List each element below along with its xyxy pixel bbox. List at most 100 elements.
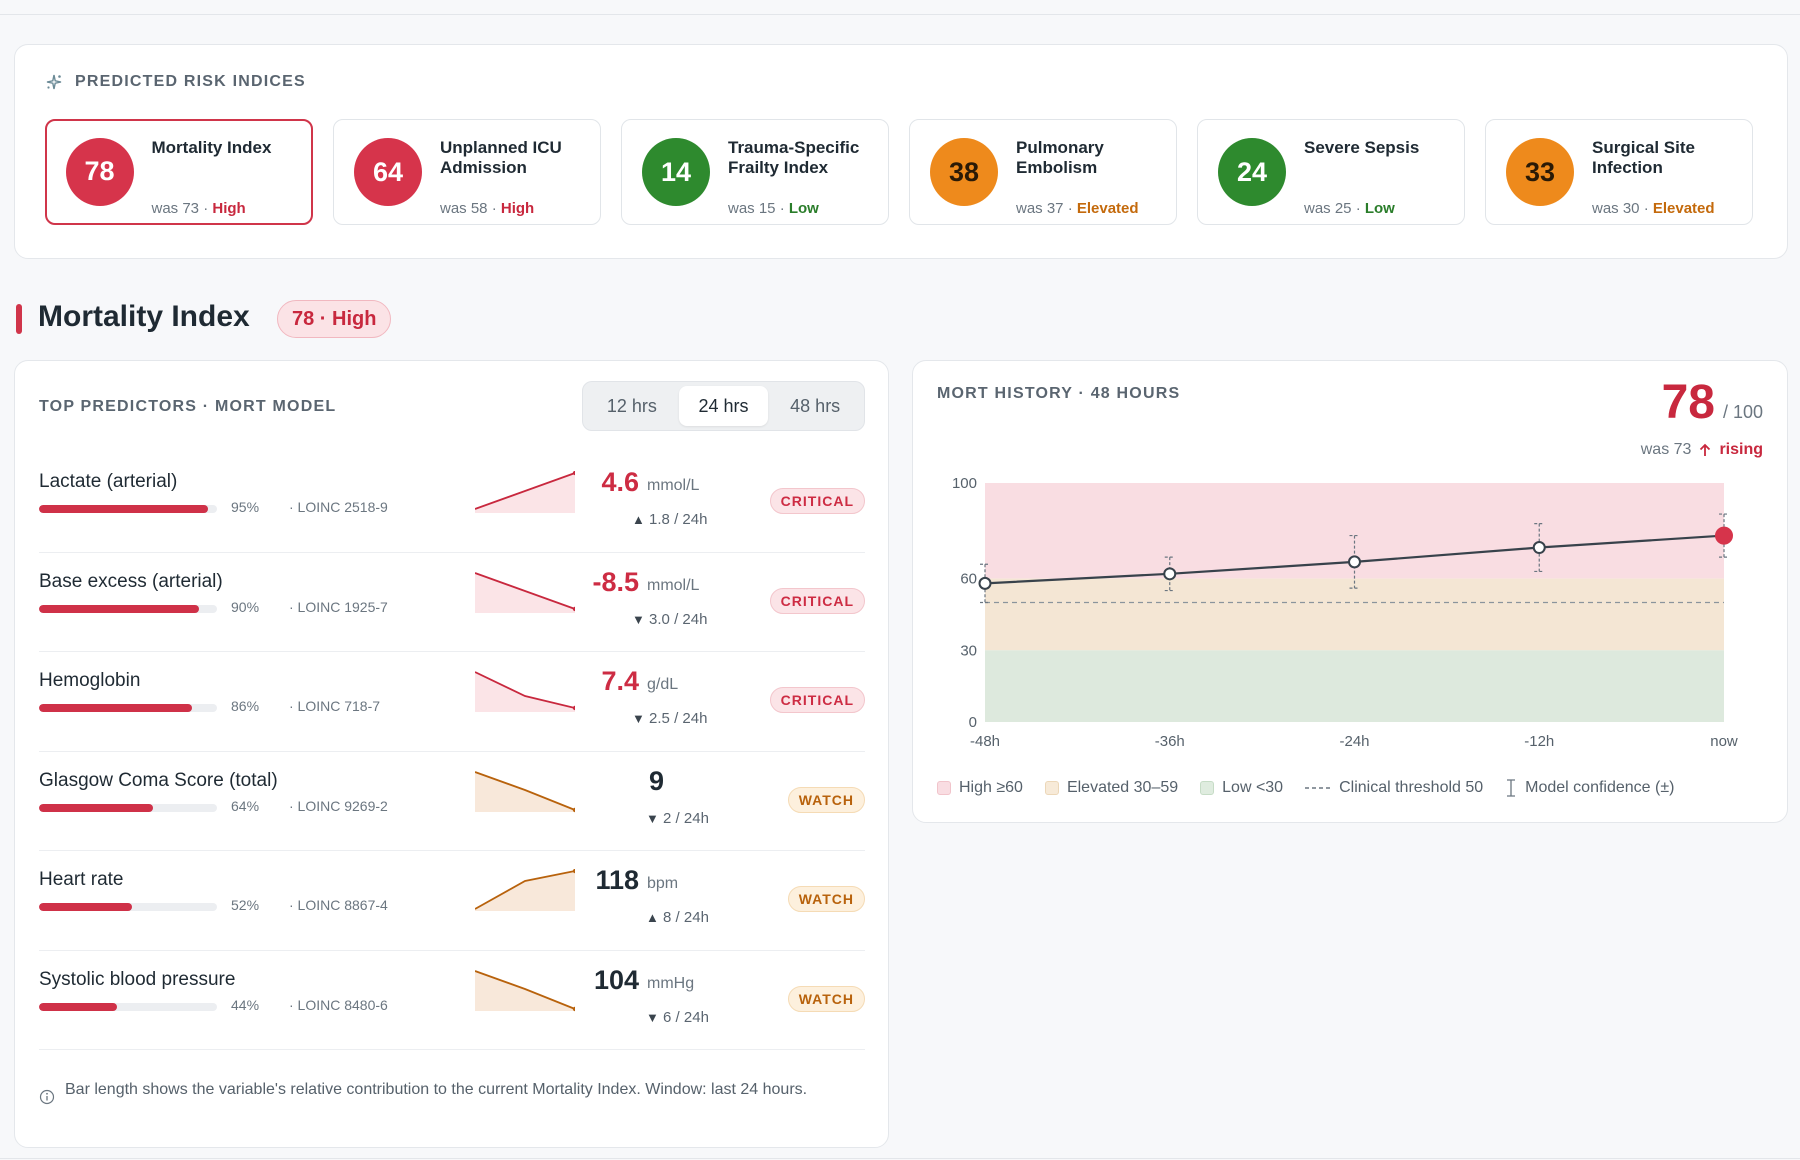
- delta-direction-icon: ▼: [646, 1009, 659, 1025]
- predictor-value: 4.6: [601, 467, 639, 497]
- legend-low-label: Low <30: [1222, 779, 1284, 796]
- legend-high-swatch: [937, 781, 951, 795]
- sparkline-area: [475, 473, 575, 513]
- sparkline-end-point: [572, 807, 575, 812]
- status-badge: WATCH: [787, 886, 865, 912]
- predictor-row[interactable]: Base excess (arterial) 90% · LOINC 1925-7 -…: [39, 553, 865, 652]
- predictor-value-line: 118 bpm: [574, 865, 764, 899]
- predictor-name: Glasgow Coma Score (total): [39, 769, 278, 791]
- risk-card-was: was 37 ·: [1016, 200, 1077, 217]
- risk-card-level: Elevated: [1076, 200, 1139, 217]
- contribution-percent: 44%: [231, 996, 260, 1013]
- contribution-bar-fill: [39, 505, 209, 513]
- trend-sparkline: [475, 471, 575, 513]
- predictor-name: Lactate (arterial): [39, 471, 178, 492]
- delta-direction-icon: ▲: [646, 910, 659, 925]
- predictor-row[interactable]: Lactate (arterial) 95% · LOINC 2518-9 4.6 mm…: [39, 453, 865, 553]
- risk-card-previous: was 73 · High: [152, 200, 246, 217]
- risk-card-was: was 30 ·: [1592, 200, 1653, 217]
- predictor-delta: ▲ 8 / 24h: [646, 909, 709, 926]
- risk-card-name: Severe Sepsis: [1304, 138, 1420, 157]
- status-badge: WATCH: [787, 985, 865, 1012]
- mort-history-panel: 0 30 60 100 -48h -36h -24h -12h now MORT HISTORY…: [912, 360, 1788, 823]
- risk-score-circle: 24: [1218, 138, 1286, 206]
- contribution-bar: [39, 704, 217, 712]
- tab-48-hrs[interactable]: 48 hrs: [790, 395, 841, 416]
- predictor-value: 118: [595, 865, 639, 895]
- contribution-bar: [39, 803, 217, 812]
- risk-indices-header: PREDICTED RISK INDICES: [45, 73, 306, 91]
- status-badge: CRITICAL: [769, 687, 865, 713]
- sparkline-line: [475, 472, 575, 510]
- risk-band: [985, 650, 1724, 722]
- risk-card-previous: was 58 · High: [440, 200, 534, 217]
- risk-card[interactable]: 24 Severe Sepsis was 25 · Low: [1197, 119, 1465, 225]
- trend-sparkline: [475, 969, 575, 1011]
- predictor-row[interactable]: Glasgow Coma Score (total) 64% · LOINC 926…: [39, 752, 865, 851]
- risk-card-name: Unplanned ICU Admission: [440, 138, 562, 177]
- bottom-divider: [0, 1158, 1800, 1159]
- risk-card-text: Surgical Site Infection was 30 · Elevated: [1592, 138, 1752, 217]
- trend-sparkline: [475, 770, 575, 812]
- top-predictors-panel: TOP PREDICTORS · MORT MODEL 12 hrs 24 hr…: [14, 360, 889, 1148]
- sparkline-line: [475, 969, 575, 1010]
- delta-direction-icon: ▼: [632, 611, 645, 627]
- delta-text: 2.5 / 24h: [649, 710, 708, 727]
- predictor-delta: ▲ 1.8 / 24h: [632, 511, 707, 528]
- loinc-code: · LOINC 9269-2: [289, 797, 388, 814]
- risk-card-previous: was 30 · Elevated: [1592, 200, 1715, 217]
- risk-card[interactable]: 64 Unplanned ICU Admission was 58 · High: [333, 119, 601, 225]
- legend-confidence-label: Model confidence (±): [1525, 779, 1675, 796]
- risk-card[interactable]: 14 Trauma-Specific Frailty Index was 15 · …: [621, 119, 889, 225]
- risk-card[interactable]: 33 Surgical Site Infection was 30 · Elevat…: [1485, 119, 1753, 225]
- predictor-name: Base excess (arterial): [39, 570, 223, 592]
- sparkline-line: [475, 671, 575, 709]
- legend-high-label: High ≥60: [959, 779, 1023, 796]
- contribution-bar-fill: [39, 1002, 118, 1011]
- risk-card-name: Trauma-Specific Frailty Index: [728, 138, 860, 177]
- risk-card[interactable]: 78 Mortality Index was 73 · High: [45, 119, 313, 225]
- tab-12-hrs[interactable]: 12 hrs: [606, 395, 657, 416]
- risk-card-text: Pulmonary Embolism was 37 · Elevated: [1016, 138, 1176, 217]
- predictor-unit: mmol/L: [647, 477, 700, 494]
- confidence-bar: [980, 563, 990, 604]
- sparkline-area: [475, 771, 575, 812]
- risk-indices-panel: PREDICTED RISK INDICES 78 Mortality Index…: [14, 44, 1788, 259]
- sparkline-area: [475, 572, 575, 613]
- dashed-line-icon: [1305, 787, 1332, 789]
- risk-card-was: was 58 ·: [440, 200, 501, 217]
- risk-indices-title: PREDICTED RISK INDICES: [75, 73, 306, 90]
- sparkline-area: [475, 672, 575, 712]
- chart-legend: High ≥60 Elevated 30–59 Low <30 Clinical…: [937, 779, 1674, 797]
- legend-low: Low <30: [1200, 779, 1283, 797]
- delta-text: 6 / 24h: [663, 1008, 709, 1026]
- predictor-row[interactable]: Hemoglobin 86% · LOINC 718-7 7.4 g/dL ▼ 2.5 /…: [39, 652, 865, 752]
- predictor-name: Hemoglobin: [39, 670, 141, 691]
- tab-24-hrs[interactable]: 24 hrs: [678, 386, 769, 426]
- y-tick-label: 30: [960, 642, 977, 659]
- contribution-bar-fill: [39, 803, 153, 812]
- delta-text: 1.8 / 24h: [649, 511, 708, 528]
- status-badge: CRITICAL: [769, 488, 865, 514]
- mort-history-chart: 0 30 60 100 -48h -36h -24h -12h now: [952, 475, 1738, 750]
- arrow-up-icon: [1700, 443, 1711, 456]
- risk-card-previous: was 15 · Low: [728, 200, 819, 217]
- predictor-value: 9: [649, 765, 665, 796]
- legend-elevated-swatch: [1044, 781, 1059, 795]
- predictor-row[interactable]: Systolic blood pressure 44% · LOINC 8480-6…: [39, 951, 865, 1050]
- history-score-max: / 100: [1722, 402, 1763, 422]
- predictor-unit: g/dL: [647, 676, 679, 693]
- sparkline-end-point: [572, 606, 575, 611]
- predictor-delta: ▼ 2.5 / 24h: [632, 710, 707, 727]
- history-trend-word: rising: [1719, 441, 1763, 458]
- predictor-value: 7.4: [601, 666, 639, 696]
- section-accent-bar: [16, 304, 22, 334]
- y-tick-label: 0: [969, 714, 977, 731]
- predictor-row[interactable]: Heart rate 52% · LOINC 8867-4 118 bpm ▲ 8 / 2…: [39, 851, 865, 951]
- loinc-code: · LOINC 8480-6: [289, 996, 388, 1013]
- contribution-percent: 86%: [231, 698, 260, 714]
- x-tick-label: -12h: [1524, 733, 1554, 750]
- risk-card[interactable]: 38 Pulmonary Embolism was 37 · Elevated: [909, 119, 1177, 225]
- predictor-value-line: 4.6 mmol/L: [574, 467, 764, 501]
- current-point: [1715, 526, 1733, 545]
